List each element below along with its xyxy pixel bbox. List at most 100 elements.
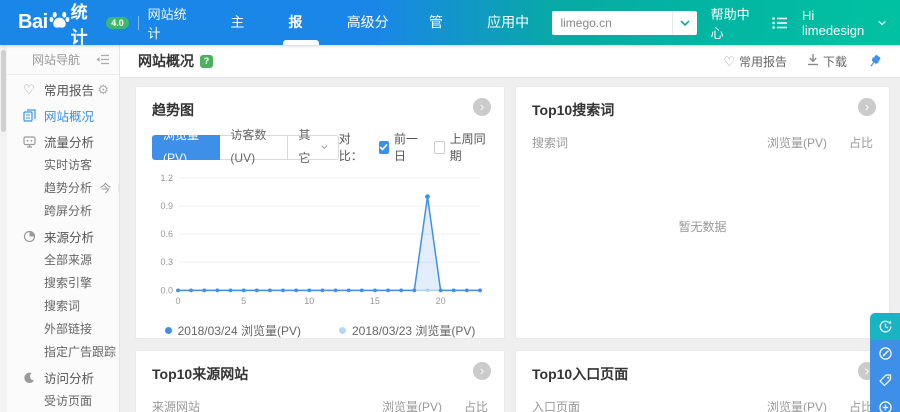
legend-item-yesterday[interactable]: 2018/03/23 浏览量(PV) bbox=[339, 322, 475, 339]
trend-line-chart: 0.0 0.3 0.6 0.9 1.2 0 5 10 15 20 bbox=[152, 168, 488, 321]
heart-icon: ♡ bbox=[723, 53, 735, 69]
topbar-right-group: limego.cn 帮助中心 Hi limedesign bbox=[552, 4, 886, 42]
trend-today-link[interactable]: 今 bbox=[100, 182, 112, 195]
baidu-paw-icon bbox=[49, 10, 70, 29]
legend-label: 2018/03/24 浏览量(PV) bbox=[177, 324, 301, 338]
main-nav: 主页 报告 高级分析 管理 应用中心 bbox=[213, 0, 552, 75]
site-selector[interactable]: limego.cn bbox=[552, 10, 697, 35]
collapse-sidebar-icon[interactable] bbox=[96, 54, 110, 65]
trend-chart-card: 趋势图 › 浏览量(PV) 访客数(UV) 其它 对比： 前一日 上周同期 bbox=[135, 86, 505, 339]
help-center-link[interactable]: 帮助中心 bbox=[710, 6, 750, 41]
sidebar-item-trend-analysis[interactable]: 趋势分析 今 昨 bbox=[7, 176, 119, 199]
card-title: 趋势图 bbox=[152, 102, 194, 118]
history-clock-icon bbox=[879, 320, 891, 333]
sidebar-item-cross-screen[interactable]: 跨屏分析 bbox=[7, 199, 119, 222]
legend-item-today[interactable]: 2018/03/24 浏览量(PV) bbox=[164, 322, 301, 339]
checkbox-last-week[interactable] bbox=[433, 140, 445, 154]
pencil-circle-icon bbox=[878, 347, 892, 360]
tab-pageviews[interactable]: 浏览量(PV) bbox=[152, 128, 221, 165]
user-greeting: Hi limedesign bbox=[802, 7, 865, 38]
nav-item-home[interactable]: 主页 bbox=[230, 14, 245, 75]
sidebar-item-label: 常用报告 bbox=[44, 84, 95, 98]
sidebar-item-label: 搜索词 bbox=[44, 299, 81, 313]
sidebar-item-site-overview[interactable]: 网站概况 bbox=[7, 104, 119, 127]
svg-text:15: 15 bbox=[370, 296, 380, 306]
sidebar-item-search-terms[interactable]: 搜索词 bbox=[7, 294, 119, 317]
user-menu[interactable]: Hi limedesign bbox=[802, 8, 886, 38]
card-more-button[interactable]: › bbox=[473, 362, 491, 380]
top-entry-pages-card: Top10入口页面 › 入口页面 浏览量(PV) 占比 bbox=[515, 350, 890, 412]
version-badge: 4.0 bbox=[106, 16, 129, 29]
sidebar-item-visit-analysis[interactable]: 访问分析 bbox=[7, 366, 119, 389]
nav-item-manage[interactable]: 管理 bbox=[428, 14, 443, 75]
sidebar-item-favorite-reports[interactable]: ♡ 常用报告 ⚙ bbox=[7, 78, 119, 101]
sidebar-item-external-links[interactable]: 外部链接 bbox=[7, 317, 119, 340]
feedback-button[interactable] bbox=[870, 340, 900, 367]
top-navigation-bar: Bai 统计 4.0 网站统计 主页 报告 高级分析 管理 应用中心 limeg… bbox=[0, 0, 900, 75]
add-button[interactable] bbox=[870, 394, 900, 412]
table-header: 入口页面 浏览量(PV) 占比 bbox=[532, 398, 873, 412]
sidebar-item-label: 受访页面 bbox=[44, 394, 93, 408]
column-header: 占比 bbox=[848, 136, 873, 150]
sidebar-item-all-sources[interactable]: 全部来源 bbox=[7, 248, 119, 271]
page-header-actions: ♡ 常用报告 下载 bbox=[723, 53, 882, 70]
sidebar-item-label: 来源分析 bbox=[44, 231, 95, 245]
download-button[interactable]: 下载 bbox=[807, 53, 847, 70]
svg-text:0.6: 0.6 bbox=[160, 229, 173, 239]
nav-item-advanced-analysis[interactable]: 高级分析 bbox=[346, 14, 389, 75]
nav-item-app-center[interactable]: 应用中心 bbox=[487, 14, 530, 75]
column-header: 来源网站 bbox=[152, 400, 201, 412]
heart-icon: ♡ bbox=[23, 82, 35, 97]
sidebar-item-realtime-visitors[interactable]: 实时访客 bbox=[7, 153, 119, 176]
card-more-button[interactable]: › bbox=[858, 98, 876, 116]
pie-chart-icon bbox=[21, 230, 37, 243]
tag-button[interactable] bbox=[870, 367, 900, 394]
compare-option-label[interactable]: 前一日 bbox=[393, 132, 418, 163]
site-selector-chevron[interactable] bbox=[671, 10, 697, 35]
sidebar-item-ad-tracking[interactable]: 指定广告跟踪 bbox=[7, 340, 119, 363]
sidebar-item-label: 网站概况 bbox=[44, 110, 95, 124]
plus-circle-icon bbox=[878, 401, 892, 412]
sidebar-item-visited-pages[interactable]: 受访页面 bbox=[7, 389, 119, 412]
sidebar-item-label: 全部来源 bbox=[44, 253, 93, 267]
card-title: Top10搜索词 bbox=[532, 102, 615, 118]
sidebar-item-search-engines[interactable]: 搜索引擎 bbox=[7, 271, 119, 294]
help-badge-icon[interactable]: ? bbox=[200, 54, 213, 68]
svg-text:5: 5 bbox=[241, 296, 246, 306]
compare-option-label[interactable]: 上周同期 bbox=[449, 132, 486, 163]
trend-controls: 浏览量(PV) 访客数(UV) 其它 对比： 前一日 上周同期 bbox=[152, 128, 488, 165]
moon-icon bbox=[21, 372, 37, 384]
svg-text:0.3: 0.3 bbox=[160, 257, 173, 267]
sidebar-item-label: 趋势分析 bbox=[44, 181, 93, 195]
sidebar-scrollbar[interactable] bbox=[0, 45, 7, 412]
tag-icon bbox=[878, 374, 891, 387]
chevron-down-icon bbox=[878, 20, 886, 26]
logo-text-tongji: 统计 bbox=[70, 2, 88, 47]
column-header: 浏览量(PV) bbox=[381, 400, 442, 412]
empty-state-text: 暂无数据 bbox=[678, 219, 727, 234]
nav-item-report[interactable]: 报告 bbox=[272, 0, 330, 75]
card-more-button[interactable]: › bbox=[473, 98, 491, 116]
pin-button[interactable] bbox=[867, 54, 882, 69]
favorite-report-button[interactable]: ♡ 常用报告 bbox=[723, 53, 787, 70]
report-list-icon[interactable] bbox=[772, 16, 788, 30]
baidu-tongji-logo[interactable]: Bai 统计 4.0 网站统计 bbox=[18, 0, 191, 48]
sidebar-item-source-analysis[interactable]: 来源分析 bbox=[7, 225, 119, 248]
sidebar-item-label: 搜索引擎 bbox=[44, 276, 93, 290]
tab-visitors[interactable]: 访客数(UV) bbox=[220, 128, 289, 165]
product-name: 网站统计 bbox=[147, 6, 187, 41]
logo-text-bai: Bai bbox=[18, 11, 48, 33]
history-button[interactable] bbox=[870, 313, 900, 340]
sidebar-item-traffic-analysis[interactable]: 流量分析 bbox=[7, 130, 119, 153]
checkbox-previous-day[interactable] bbox=[378, 140, 389, 154]
sidebar-header-label: 网站导航 bbox=[32, 53, 81, 67]
table-header: 来源网站 浏览量(PV) 占比 bbox=[152, 398, 488, 412]
sidebar-scrollbar-thumb[interactable] bbox=[1, 50, 6, 132]
svg-text:0.9: 0.9 bbox=[160, 201, 173, 211]
trend-yesterday-link[interactable]: 昨 bbox=[118, 180, 119, 196]
tab-other[interactable]: 其它 bbox=[288, 128, 339, 165]
sidebar-item-label: 外部链接 bbox=[44, 322, 93, 336]
gear-icon[interactable]: ⚙ bbox=[97, 81, 109, 97]
floating-toolbar bbox=[870, 313, 900, 412]
top-source-sites-card: Top10来源网站 › 来源网站 浏览量(PV) 占比 bbox=[135, 350, 505, 412]
